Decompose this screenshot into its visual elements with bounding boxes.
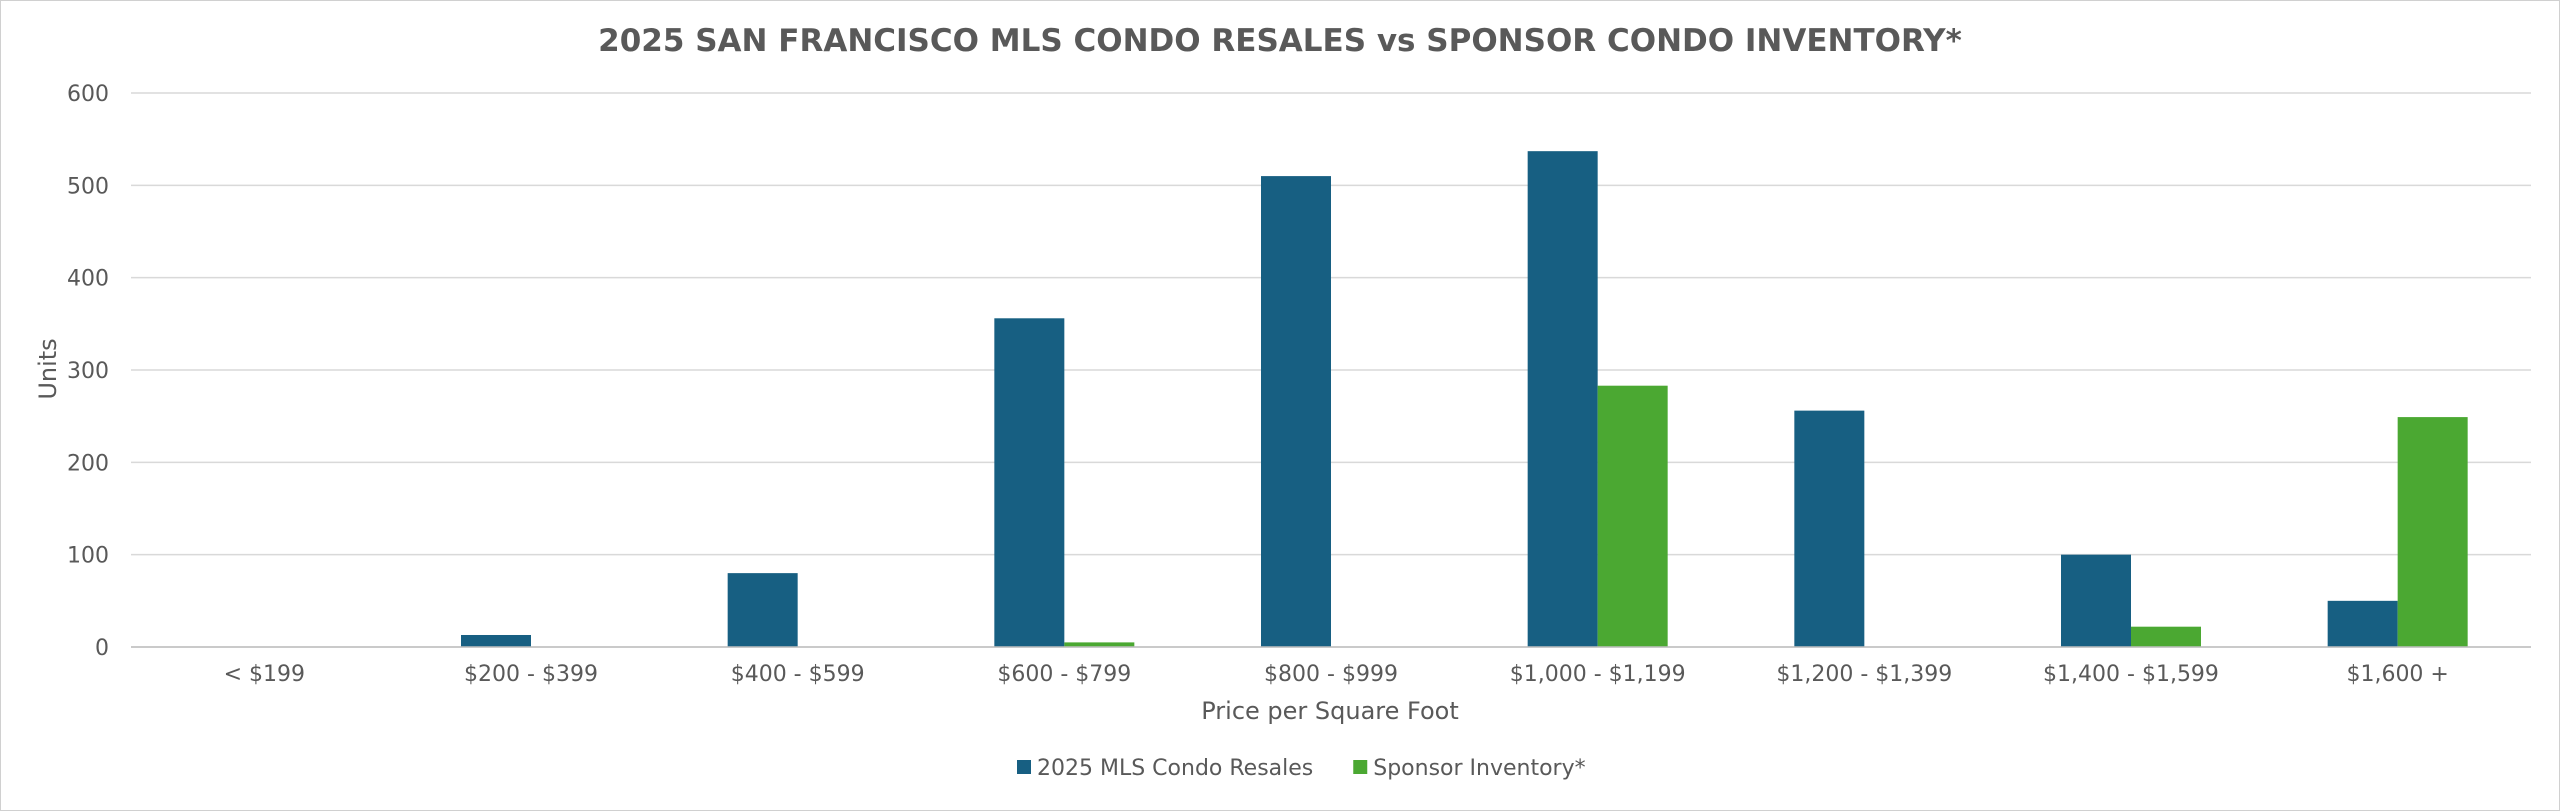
y-tick-label: 500 <box>67 174 109 199</box>
x-tick-label: $1,400 - $1,599 <box>2043 662 2219 687</box>
y-axis-ticks: 0 100 200 300 400 500 600 <box>67 82 109 661</box>
x-tick-label: $400 - $599 <box>731 662 865 687</box>
x-tick-label: $1,600 + <box>2346 662 2448 687</box>
y-axis-label: Units <box>34 338 62 399</box>
bar-mls-resales <box>1261 176 1331 647</box>
y-tick-label: 400 <box>67 267 109 292</box>
x-tick-label: < $199 <box>224 662 305 687</box>
x-tick-label: $800 - $999 <box>1264 662 1398 687</box>
x-tick-label: $1,000 - $1,199 <box>1510 662 1686 687</box>
x-tick-label: $1,200 - $1,399 <box>1776 662 1952 687</box>
bar-mls-resales <box>461 634 531 647</box>
chart-title: 2025 SAN FRANCISCO MLS CONDO RESALES vs … <box>598 23 1962 59</box>
y-tick-label: 100 <box>67 544 109 569</box>
bar-sponsor-inventory <box>2131 626 2201 647</box>
bar-sponsor-inventory <box>1597 385 1668 647</box>
legend-label-sponsor-inventory: Sponsor Inventory* <box>1373 756 1585 781</box>
bar-mls-resales <box>994 318 1065 647</box>
bar-mls-resales <box>727 573 798 647</box>
y-tick-label: 0 <box>95 636 109 661</box>
x-axis-label: Price per Square Foot <box>1201 697 1459 725</box>
x-axis-ticks: < $199 $200 - $399 $400 - $599 $600 - $799 $… <box>224 662 2449 687</box>
y-tick-label: 600 <box>67 82 109 107</box>
y-tick-label: 200 <box>67 451 109 476</box>
bar-mls-resales <box>2327 600 2398 647</box>
x-tick-label: $600 - $799 <box>997 662 1131 687</box>
bars <box>131 151 2531 648</box>
x-tick-label: $200 - $399 <box>464 662 598 687</box>
legend: 2025 MLS Condo Resales Sponsor Inventory* <box>1017 756 1586 781</box>
bar-mls-resales <box>2061 554 2131 647</box>
bar-mls-resales <box>1527 151 1598 648</box>
y-tick-label: 300 <box>67 359 109 384</box>
legend-swatch-mls-resales <box>1017 760 1031 774</box>
legend-label-mls-resales: 2025 MLS Condo Resales <box>1037 756 1313 781</box>
legend-swatch-sponsor-inventory <box>1353 760 1368 774</box>
bar-sponsor-inventory <box>1064 642 1135 647</box>
bar-mls-resales <box>1794 410 1865 647</box>
bar-sponsor-inventory <box>2397 417 2468 647</box>
